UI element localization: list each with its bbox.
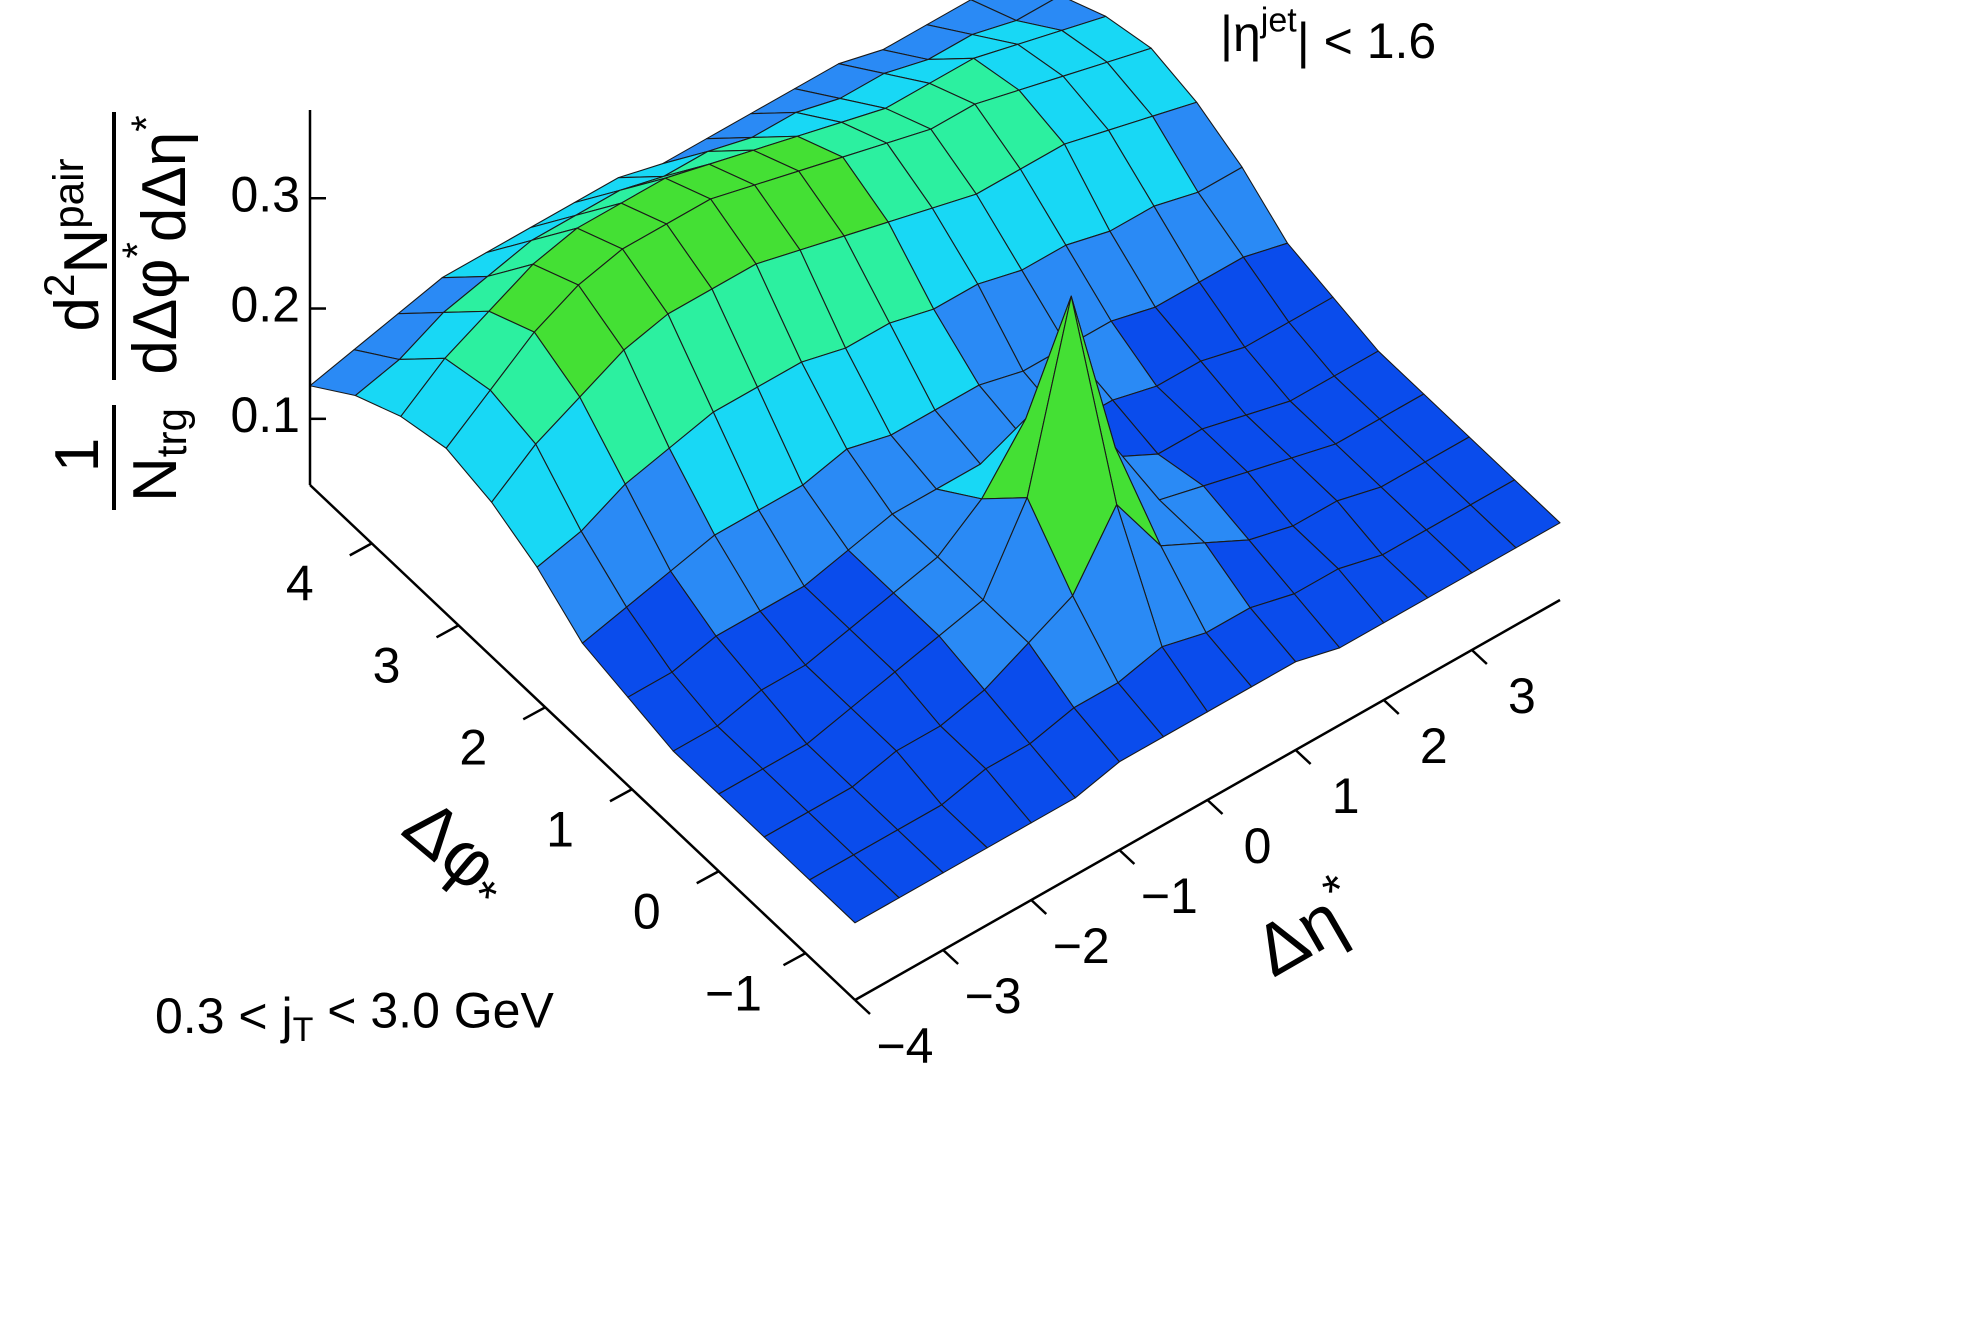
z-tick-label: 0.2 xyxy=(230,277,300,333)
x-tick xyxy=(942,949,959,965)
text-sup: pair xyxy=(45,158,92,228)
text-text: < 3.0 GeV xyxy=(313,983,554,1039)
x-tick-label: −2 xyxy=(1053,918,1110,974)
z-title-factor-numerator: 1 xyxy=(43,438,112,472)
text-sup: * xyxy=(114,242,161,258)
text-text: 0.3 < j xyxy=(155,988,293,1044)
y-tick-label: 2 xyxy=(459,719,487,775)
x-tick xyxy=(854,999,871,1015)
text-text: 1 xyxy=(43,438,112,472)
z-title-numerator: d2Npair xyxy=(36,158,121,331)
text-text: |η xyxy=(1220,6,1261,62)
z-tick-label: 0.3 xyxy=(230,166,300,222)
y-tick-label: 4 xyxy=(286,556,314,612)
z-title-denominator: dΔφ*dΔη* xyxy=(114,115,199,374)
x-tick xyxy=(1471,649,1488,665)
x-tick xyxy=(1294,749,1312,765)
y-tick xyxy=(349,542,373,557)
y-tick xyxy=(782,952,807,967)
text-text: dΔη xyxy=(130,132,199,242)
x-tick xyxy=(1030,899,1048,915)
text-sub: trg xyxy=(148,408,195,457)
text-text: N xyxy=(121,457,190,502)
x-tick xyxy=(1382,699,1400,715)
y-tick xyxy=(522,706,546,721)
x-tick xyxy=(1118,849,1136,865)
text-text: dΔφ xyxy=(121,259,190,375)
x-tick-label: −4 xyxy=(876,1018,933,1074)
y-tick xyxy=(609,788,633,803)
y-tick-label: 3 xyxy=(373,638,401,694)
y-tick-label: −1 xyxy=(705,965,762,1021)
text-sup: 2 xyxy=(36,274,83,297)
surface-cell xyxy=(808,854,900,924)
surface xyxy=(309,0,1561,924)
y-tick xyxy=(435,624,460,639)
text-text: N xyxy=(52,229,121,274)
text-sup: * xyxy=(123,115,170,131)
z-title-factor-denominator: Ntrg xyxy=(121,408,195,502)
y-axis xyxy=(309,484,856,1001)
text-sup: jet xyxy=(1260,2,1297,40)
x-tick-label: −3 xyxy=(965,968,1022,1024)
text-text: d xyxy=(43,297,112,331)
z-tick-label: 0.1 xyxy=(230,387,300,443)
x-tick-label: −1 xyxy=(1141,868,1198,924)
x-tick-label: 2 xyxy=(1420,718,1448,774)
x-tick-label: 3 xyxy=(1508,668,1536,724)
x-tick xyxy=(1206,799,1224,815)
y-tick xyxy=(696,870,720,885)
y-tick-label: 0 xyxy=(633,883,661,939)
text-text: | < 1.6 xyxy=(1297,13,1436,69)
text-sub: T xyxy=(293,1011,314,1049)
annotation: |ηjet| < 1.6 xyxy=(1220,2,1436,70)
x-tick-label: 0 xyxy=(1244,818,1272,874)
annotation: 0.3 < jT < 3.0 GeV xyxy=(155,983,554,1049)
x-tick-label: 1 xyxy=(1332,768,1360,824)
y-tick-label: 1 xyxy=(546,801,574,857)
